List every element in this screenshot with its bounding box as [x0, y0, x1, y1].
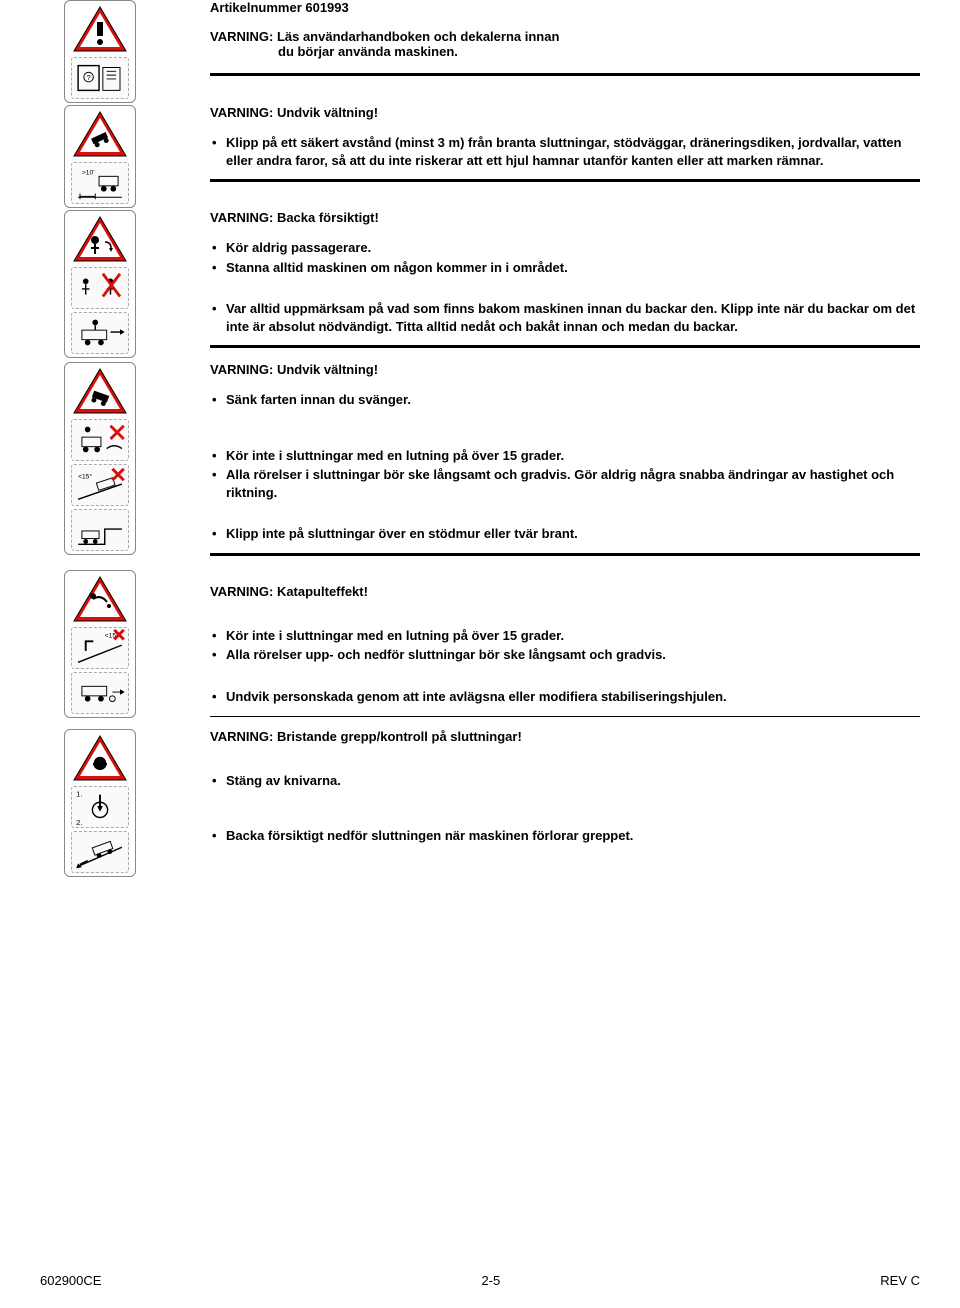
slope-15-seat-icon: <15°	[71, 627, 129, 669]
icon-column-3	[30, 210, 170, 358]
warning-text: Katapulteffekt!	[277, 584, 368, 599]
bullets-5a: Kör inte i sluttningar med en lutning på…	[210, 627, 920, 664]
divider	[210, 345, 920, 348]
svg-text:?: ?	[86, 73, 90, 82]
bullet: Backa försiktigt nedför sluttningen när …	[210, 827, 920, 845]
bullet: Kör inte i sluttningar med en lutning på…	[210, 627, 920, 645]
article-number: Artikelnummer 601993	[210, 0, 920, 15]
warning-triangle-catapult-icon	[71, 574, 129, 624]
icon-box-grip: 1. 2.	[64, 729, 136, 877]
warning-text: Bristande grepp/kontroll på sluttningar!	[277, 729, 522, 744]
bullets-5b: Undvik personskada genom att inte avlägs…	[210, 688, 920, 706]
text-column-2: VARNING: Undvik vältning! Klipp på ett s…	[170, 105, 920, 194]
warning-1: VARNING: Läs användarhandboken och dekal…	[210, 29, 920, 44]
bullet: Stanna alltid maskinen om någon kommer i…	[210, 259, 920, 277]
svg-text:2.: 2.	[76, 818, 82, 827]
section-4: <15° VARNING: Undvik vältning! Sänk fart…	[30, 362, 920, 568]
svg-text:<15°: <15°	[78, 473, 92, 481]
divider	[210, 716, 920, 717]
page-content: ? Artikelnummer 601993 VARNING: Läs anvä…	[0, 0, 960, 877]
warning-triangle-tip-icon	[71, 109, 129, 159]
warning-triangle-icon	[71, 4, 129, 54]
icon-column-2: >10'	[30, 105, 170, 208]
icon-box-slope: <15°	[64, 362, 136, 555]
bullet: Sänk farten innan du svänger.	[210, 391, 920, 409]
back-down-icon	[71, 831, 129, 873]
anti-scalp-icon	[71, 672, 129, 714]
warning-4: VARNING: Undvik vältning!	[210, 362, 920, 377]
bullets-3a: Kör aldrig passagerare. Stanna alltid ma…	[210, 239, 920, 276]
icon-column-4: <15°	[30, 362, 170, 555]
bullet: Var alltid uppmärksam på vad som finns b…	[210, 300, 920, 335]
bullet: Alla rörelser i sluttningar bör ske lång…	[210, 466, 920, 501]
warning-1-cont: du börjar använda maskinen.	[210, 44, 920, 59]
bullets-4a: Sänk farten innan du svänger.	[210, 391, 920, 409]
warning-triangle-grip-icon	[71, 733, 129, 783]
warning-triangle-reverse-icon	[71, 214, 129, 264]
section-3: VARNING: Backa försiktigt! Kör aldrig pa…	[30, 210, 920, 360]
warning-text: Backa försiktigt!	[277, 210, 379, 225]
footer-right: REV C	[880, 1273, 920, 1288]
warning-text: Läs användarhandboken och dekalerna inna…	[277, 29, 559, 44]
look-back-icon	[71, 312, 129, 354]
bullets-4c: Klipp inte på sluttningar över en stödmu…	[210, 525, 920, 543]
warning-label: VARNING:	[210, 362, 273, 377]
divider	[210, 73, 920, 76]
manual-icon: ?	[71, 57, 129, 99]
warning-label: VARNING:	[210, 584, 273, 599]
bullets-3b: Var alltid uppmärksam på vad som finns b…	[210, 300, 920, 335]
warning-triangle-slope-icon	[71, 366, 129, 416]
svg-text:1.: 1.	[76, 789, 82, 798]
text-column-5: VARNING: Katapulteffekt! Kör inte i slut…	[170, 570, 920, 727]
no-passenger-icon	[71, 267, 129, 309]
bullet: Klipp på ett säkert avstånd (minst 3 m) …	[210, 134, 920, 169]
distance-icon: >10'	[71, 162, 129, 204]
warning-label: VARNING:	[210, 729, 273, 744]
warning-text: Undvik vältning!	[277, 362, 378, 377]
text-column-4: VARNING: Undvik vältning! Sänk farten in…	[170, 362, 920, 568]
warning-label: VARNING:	[210, 29, 273, 44]
section-5: <15° VARNING: Katapulteffekt! Kör inte i…	[30, 570, 920, 727]
icon-box-warning-manual: ?	[64, 0, 136, 103]
bullets-2: Klipp på ett säkert avstånd (minst 3 m) …	[210, 134, 920, 169]
footer-left: 602900CE	[40, 1273, 101, 1288]
warning-label: VARNING:	[210, 210, 273, 225]
icon-box-catapult: <15°	[64, 570, 136, 718]
svg-text:>10': >10'	[82, 169, 95, 176]
warning-5: VARNING: Katapulteffekt!	[210, 584, 920, 599]
wall-edge-icon	[71, 509, 129, 551]
text-column-6: VARNING: Bristande grepp/kontroll på slu…	[170, 729, 920, 855]
bullets-6b: Backa försiktigt nedför sluttningen när …	[210, 827, 920, 845]
divider	[210, 553, 920, 556]
icon-column-5: <15°	[30, 570, 170, 718]
bullet: Kör inte i sluttningar med en lutning på…	[210, 447, 920, 465]
section-1: ? Artikelnummer 601993 VARNING: Läs anvä…	[30, 0, 920, 103]
slow-turn-icon	[71, 419, 129, 461]
bullet: Klipp inte på sluttningar över en stödmu…	[210, 525, 920, 543]
warning-text: Undvik vältning!	[277, 105, 378, 120]
divider	[210, 179, 920, 182]
section-6: 1. 2. VARNING: Bristande grepp/kontroll p…	[30, 729, 920, 877]
bullet: Stäng av knivarna.	[210, 772, 920, 790]
text-column-3: VARNING: Backa försiktigt! Kör aldrig pa…	[170, 210, 920, 360]
bullet: Undvik personskada genom att inte avlägs…	[210, 688, 920, 706]
icon-column-1: ?	[30, 0, 170, 103]
warning-3: VARNING: Backa försiktigt!	[210, 210, 920, 225]
warning-label: VARNING:	[210, 105, 273, 120]
bullet: Alla rörelser upp- och nedför sluttninga…	[210, 646, 920, 664]
icon-box-tipping: >10'	[64, 105, 136, 208]
blade-off-icon: 1. 2.	[71, 786, 129, 828]
bullets-6a: Stäng av knivarna.	[210, 772, 920, 790]
bullets-4b: Kör inte i sluttningar med en lutning på…	[210, 447, 920, 502]
text-column-1: Artikelnummer 601993 VARNING: Läs använd…	[170, 0, 920, 88]
bullet: Kör aldrig passagerare.	[210, 239, 920, 257]
page-footer: 602900CE 2-5 REV C	[40, 1273, 920, 1288]
footer-center: 2-5	[481, 1273, 500, 1288]
slope-15-icon: <15°	[71, 464, 129, 506]
icon-column-6: 1. 2.	[30, 729, 170, 877]
warning-2: VARNING: Undvik vältning!	[210, 105, 920, 120]
warning-6: VARNING: Bristande grepp/kontroll på slu…	[210, 729, 920, 744]
icon-box-reverse	[64, 210, 136, 358]
section-2: >10' VARNING: Undvik vältning! Klipp på …	[30, 105, 920, 208]
